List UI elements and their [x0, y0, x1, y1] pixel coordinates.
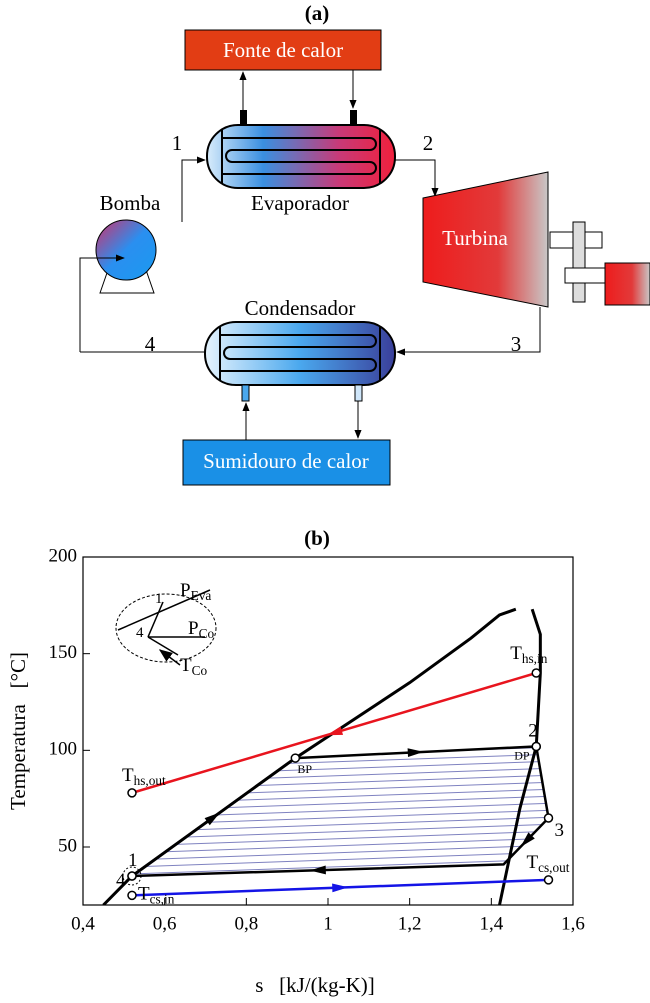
annotation: 4 — [116, 870, 126, 891]
two-phase-region — [132, 746, 549, 876]
annotation-text: 4 — [116, 870, 126, 891]
annotation: BP — [297, 762, 312, 776]
panel-label: (a) — [305, 1, 330, 25]
turbine-label: Turbina — [442, 226, 508, 250]
annotation-text: T — [510, 643, 522, 664]
x-axis-label: s [kJ/(kg-K)] — [255, 973, 375, 997]
annotation: 1 — [155, 591, 163, 607]
evaporator-label: Evaporador — [251, 191, 349, 215]
annotation-subscript: hs,in — [522, 651, 548, 666]
annotation-text: 3 — [555, 820, 565, 841]
annotation-text: T — [527, 852, 539, 873]
pipe — [182, 160, 205, 222]
annotation-text: T — [138, 884, 150, 905]
coupling — [573, 222, 585, 302]
x-tick-label: 1,6 — [561, 913, 585, 934]
state-point — [532, 669, 540, 677]
annotation-text: 2 — [528, 721, 538, 742]
state-point — [532, 742, 540, 750]
annotation: 1 — [128, 850, 138, 871]
x-tick-label: 0,8 — [234, 913, 258, 934]
annotation-text: P — [188, 618, 199, 639]
pipe — [395, 160, 435, 196]
x-tick-label: 1,2 — [398, 913, 422, 934]
flow-arrow — [332, 883, 348, 892]
ts-chart: (b) s [kJ/(kg-K)] Temperatura [°C] 0,4 0,… — [6, 526, 585, 997]
heat-source-label: Fonte de calor — [223, 38, 343, 62]
annotation: 4 — [136, 625, 144, 641]
port — [350, 110, 357, 126]
state-label: 4 — [145, 332, 156, 356]
heat-sink-label: Sumidouro de calor — [203, 449, 369, 473]
annotation-subscript: cs,in — [150, 891, 175, 906]
y-tick-label: 50 — [58, 835, 77, 856]
annotation: Ths,out — [122, 765, 166, 788]
annotation: 3 — [555, 820, 565, 841]
annotation-text: T — [180, 655, 192, 676]
state-point — [128, 891, 136, 899]
y-tick-label: 200 — [49, 545, 78, 566]
annotation-text: 1 — [128, 850, 138, 871]
cycle-diagram: (a) Fonte de calor Evaporador 1 2 Turbin… — [80, 1, 650, 485]
pump — [96, 220, 156, 280]
annotation-text: DP — [514, 748, 530, 762]
condenser — [205, 322, 395, 385]
figure: (a) Fonte de calor Evaporador 1 2 Turbin… — [0, 0, 650, 1003]
shaft — [565, 268, 610, 283]
annotation-subscript: Eva — [191, 588, 212, 603]
chart-title: (b) — [304, 526, 330, 550]
pump-label: Bomba — [100, 191, 161, 215]
state-point — [545, 876, 553, 884]
annotation-text: 4 — [136, 625, 144, 641]
annotation: DP — [514, 748, 530, 762]
x-tick-label: 1,4 — [479, 913, 503, 934]
state-label: 3 — [511, 332, 522, 356]
annotation-text: 1 — [155, 591, 163, 607]
port — [242, 385, 249, 401]
flow-arrow — [326, 726, 343, 735]
annotation-text: P — [180, 580, 191, 601]
annotation: PEva — [180, 580, 211, 603]
state-label: 2 — [423, 131, 434, 155]
x-tick-label: 0,4 — [71, 913, 95, 934]
port — [355, 385, 362, 401]
condenser-label: Condensador — [245, 296, 356, 320]
evaporator — [207, 125, 395, 188]
annotation: Tcs,in — [138, 884, 175, 907]
x-tick-label: 0,6 — [153, 913, 177, 934]
annotation-text: BP — [297, 762, 312, 776]
annotation: 2 — [528, 721, 538, 742]
annotation-subscript: hs,out — [134, 773, 166, 788]
annotation-subscript: cs,out — [538, 860, 570, 875]
state-point — [545, 814, 553, 822]
x-tick-label: 1 — [323, 913, 333, 934]
y-tick-label: 100 — [49, 739, 78, 760]
port — [240, 110, 247, 126]
annotation: Ths,in — [510, 643, 547, 666]
y-tick-label: 150 — [49, 642, 78, 663]
annotation: TCo — [180, 655, 207, 678]
annotation-text: T — [122, 765, 134, 786]
y-axis-label: Temperatura [°C] — [6, 652, 30, 810]
state-label: 1 — [172, 131, 183, 155]
state-point — [128, 872, 136, 880]
state-point — [128, 789, 136, 797]
annotation-subscript: Co — [199, 626, 215, 641]
generator — [605, 263, 650, 305]
annotation-subscript: Co — [192, 663, 208, 678]
annotation: Tcs,out — [527, 852, 570, 875]
annotation: PCo — [188, 618, 214, 641]
